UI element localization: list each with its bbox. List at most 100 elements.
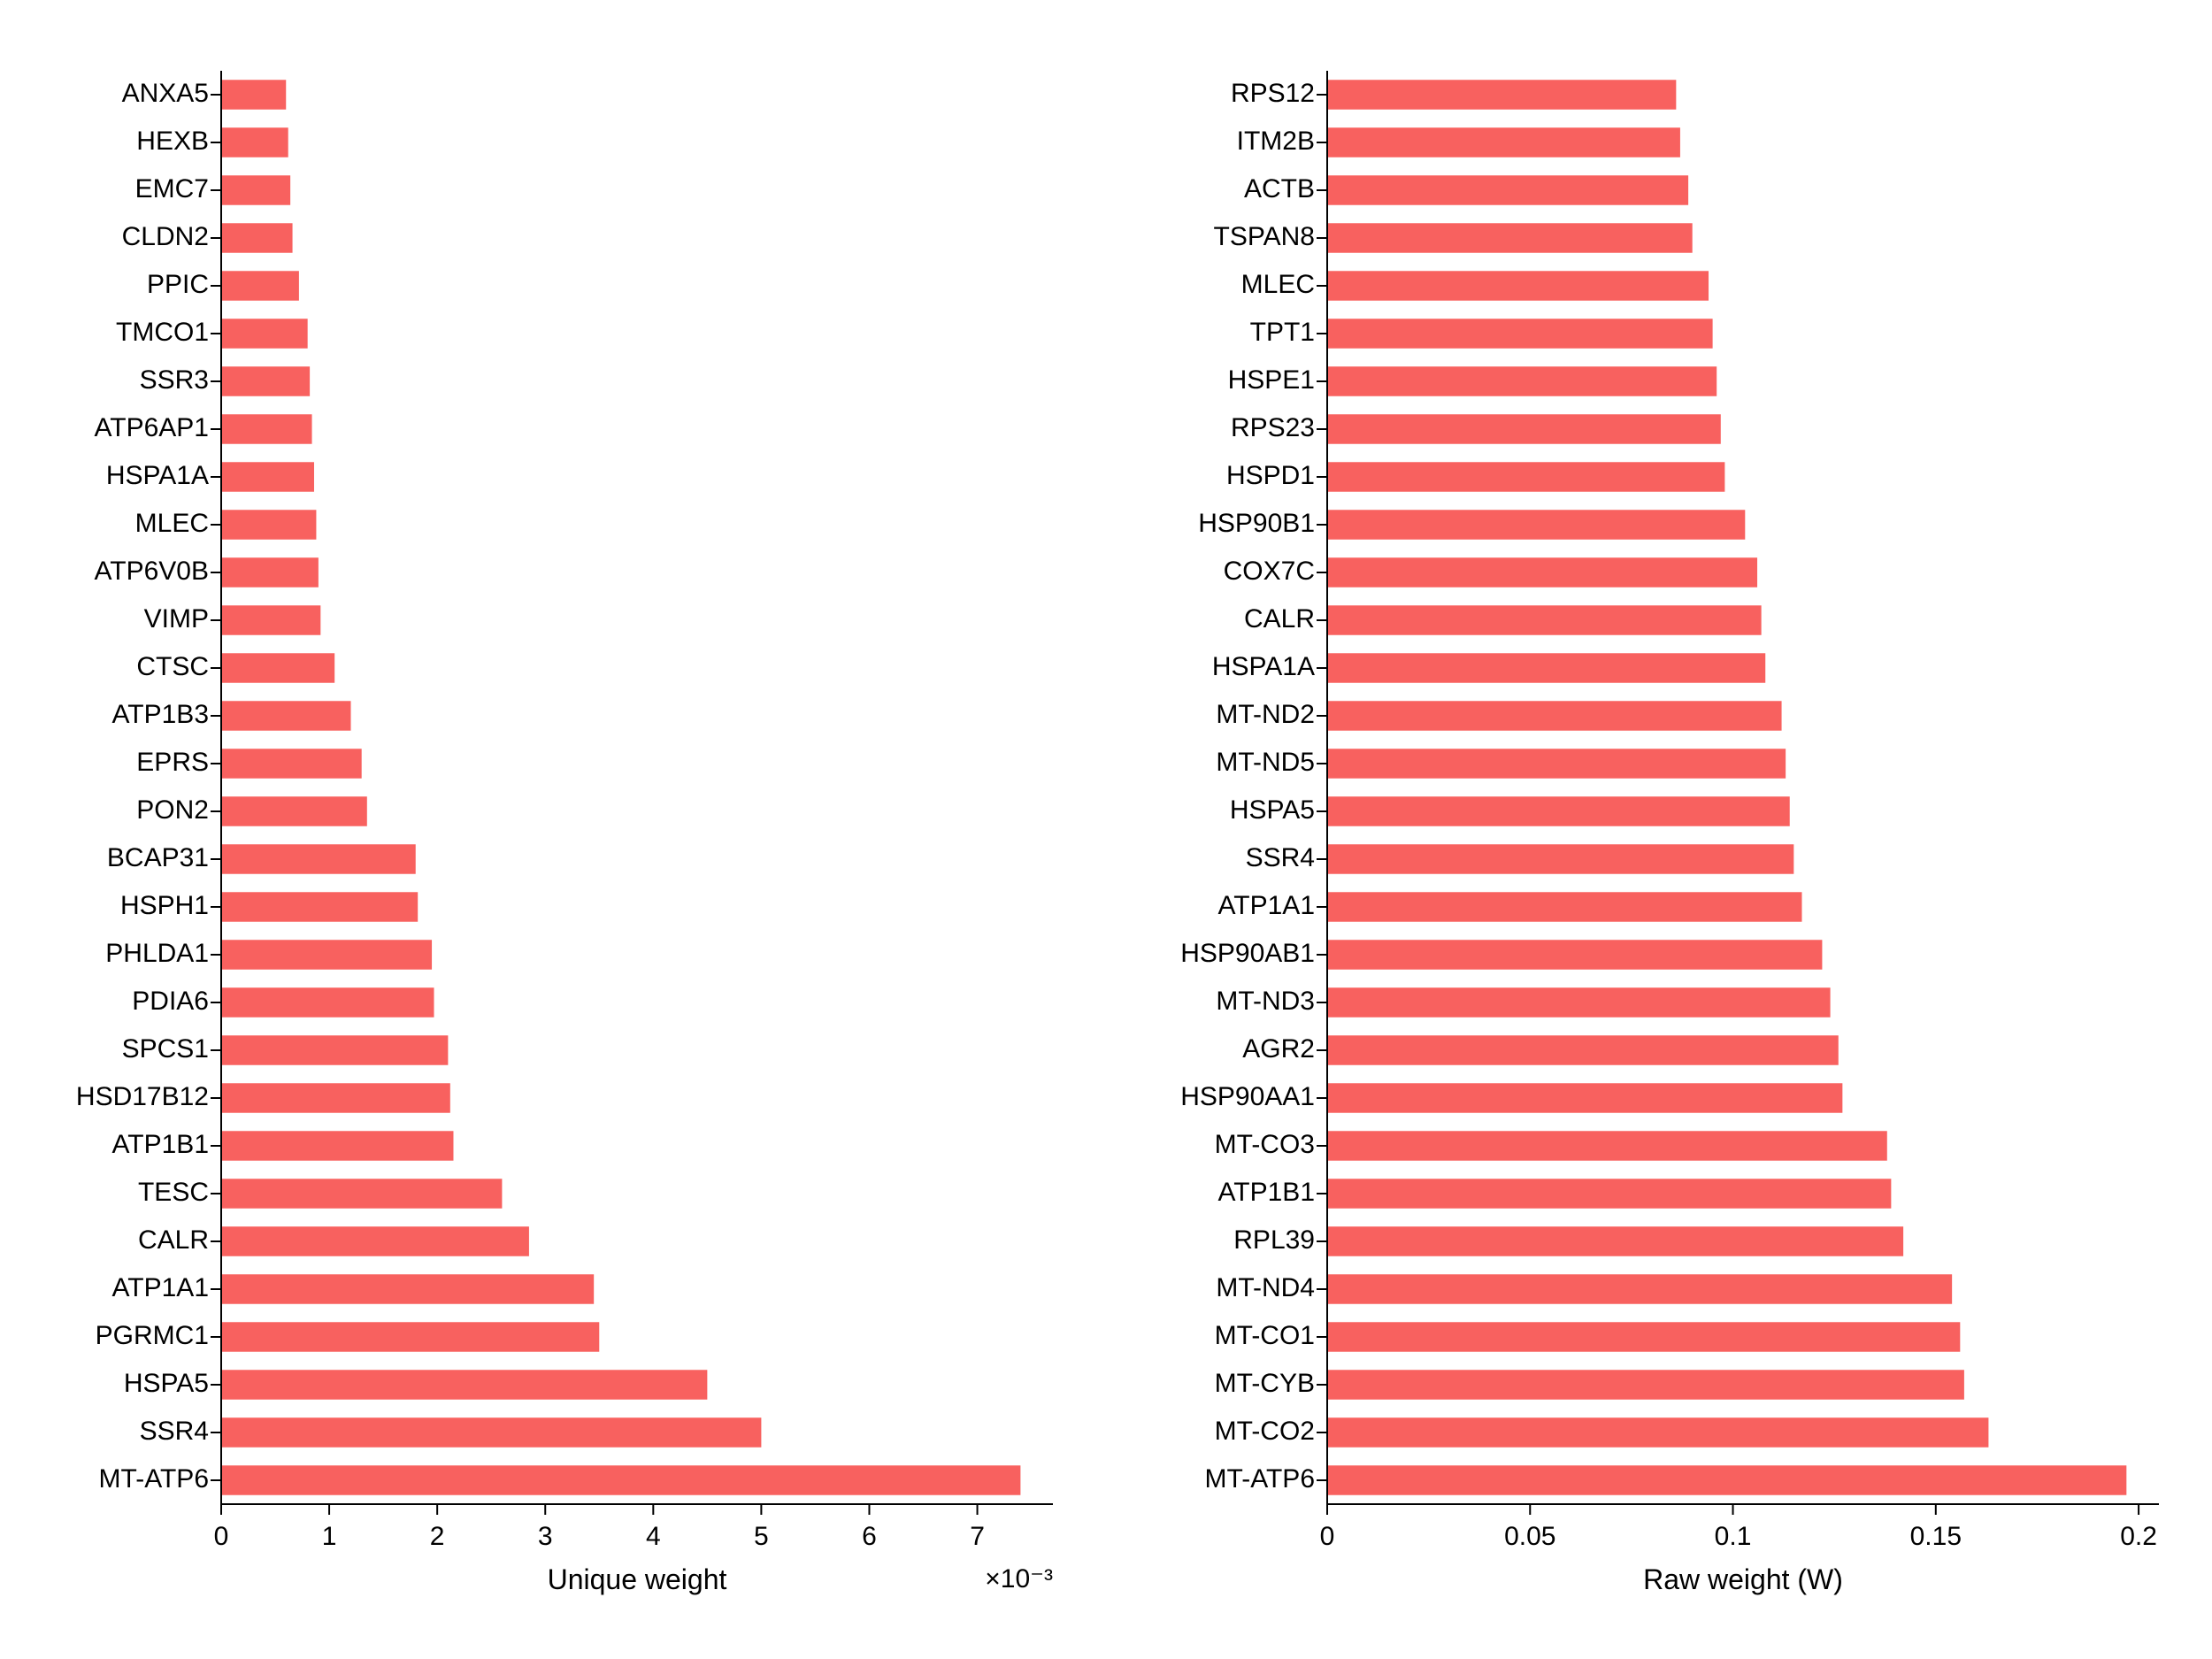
y-tick-label: MT-ND5	[1216, 748, 1315, 777]
y-tick-label: PHLDA1	[105, 939, 209, 968]
bar	[1327, 1465, 2126, 1494]
y-tick-label: RPS12	[1231, 79, 1315, 108]
y-tick-label: SSR4	[1246, 843, 1315, 872]
bar	[221, 557, 319, 587]
y-tick-label: CALR	[1244, 604, 1315, 634]
y-tick-label: ATP1B1	[112, 1130, 210, 1159]
x-tick-label: 7	[970, 1522, 985, 1551]
x-axis-exponent: ×10⁻³	[985, 1564, 1053, 1594]
y-tick-label: ATP1A1	[1218, 891, 1316, 920]
y-tick-label: AGR2	[1242, 1034, 1315, 1064]
bar	[221, 1179, 502, 1208]
y-tick-label: HSD17B12	[76, 1082, 209, 1111]
y-tick-label: SSR4	[140, 1417, 209, 1446]
x-axis-title: Raw weight (W)	[1643, 1563, 1843, 1595]
bar	[1327, 1131, 1887, 1160]
y-tick-label: HSPD1	[1226, 461, 1315, 490]
bar	[221, 462, 314, 491]
y-tick-label: HSPA5	[124, 1369, 209, 1398]
bar	[221, 175, 290, 204]
bar	[221, 1226, 529, 1256]
bar	[1327, 557, 1757, 587]
y-tick-label: HSPA1A	[1212, 652, 1315, 681]
y-tick-label: MT-CYB	[1215, 1369, 1315, 1398]
y-tick-label: TMCO1	[116, 318, 209, 347]
y-tick-label: ITM2B	[1237, 127, 1315, 156]
x-tick-label: 0	[214, 1522, 229, 1551]
y-tick-label: PON2	[136, 795, 209, 825]
x-tick-label: 0.2	[2120, 1522, 2157, 1551]
x-tick-label: 2	[430, 1522, 445, 1551]
bar	[1327, 605, 1762, 634]
y-tick-label: CTSC	[136, 652, 209, 681]
bar	[221, 414, 312, 443]
bar	[221, 940, 432, 969]
bar	[1327, 414, 1721, 443]
y-tick-label: MT-CO3	[1215, 1130, 1315, 1159]
x-tick-label: 0.15	[1910, 1522, 1962, 1551]
y-tick-label: HSPA5	[1230, 795, 1315, 825]
y-tick-label: HSPA1A	[106, 461, 209, 490]
y-tick-label: MT-ATP6	[99, 1464, 209, 1494]
y-tick-label: MT-ND2	[1216, 700, 1315, 729]
x-tick-label: 5	[754, 1522, 769, 1551]
x-tick-label: 0.1	[1715, 1522, 1752, 1551]
x-tick-label: 1	[322, 1522, 337, 1551]
y-tick-label: HSP90B1	[1198, 509, 1315, 538]
y-tick-label: PGRMC1	[96, 1321, 209, 1350]
y-tick-label: HSPE1	[1228, 365, 1315, 395]
x-axis-title: Unique weight	[548, 1563, 727, 1595]
bar	[221, 1274, 594, 1303]
x-tick-label: 0	[1320, 1522, 1335, 1551]
bar	[221, 987, 434, 1017]
y-tick-label: ATP6AP1	[94, 413, 209, 442]
bar	[221, 1322, 599, 1351]
y-tick-label: CLDN2	[122, 222, 209, 251]
bar	[1327, 1035, 1839, 1064]
y-tick-label: PPIC	[147, 270, 209, 299]
bar	[221, 366, 310, 396]
y-tick-label: VIMP	[144, 604, 209, 634]
bar	[1327, 749, 1786, 778]
bar	[1327, 319, 1713, 348]
bar	[221, 796, 367, 826]
x-tick-label: 0.05	[1504, 1522, 1555, 1551]
bar	[221, 844, 416, 873]
bar	[221, 892, 418, 921]
y-tick-label: TESC	[138, 1178, 209, 1207]
bar	[1327, 1179, 1891, 1208]
bar	[1327, 796, 1790, 826]
chart-pair: ANXA5HEXBEMC7CLDN2PPICTMCO1SSR3ATP6AP1HS…	[0, 0, 2212, 1659]
bar	[1327, 892, 1801, 921]
bar	[1327, 366, 1717, 396]
bar	[221, 653, 334, 682]
bar	[1327, 987, 1831, 1017]
y-tick-label: ATP1B3	[112, 700, 210, 729]
y-tick-label: HSP90AA1	[1180, 1082, 1315, 1111]
bar	[221, 749, 362, 778]
x-tick-label: 4	[646, 1522, 661, 1551]
bar	[221, 271, 299, 300]
bar	[1327, 462, 1724, 491]
y-tick-label: EMC7	[135, 174, 209, 204]
y-tick-label: EPRS	[136, 748, 209, 777]
bar	[221, 1417, 761, 1447]
bar	[1327, 1226, 1903, 1256]
y-tick-label: ATP1B1	[1218, 1178, 1316, 1207]
bar	[221, 1083, 450, 1112]
y-tick-label: ANXA5	[122, 79, 209, 108]
bar	[1327, 1322, 1960, 1351]
bar	[1327, 1417, 1988, 1447]
left-chart: ANXA5HEXBEMC7CLDN2PPICTMCO1SSR3ATP6AP1HS…	[76, 71, 1053, 1595]
y-tick-label: TSPAN8	[1214, 222, 1315, 251]
y-tick-label: ATP1A1	[112, 1273, 210, 1302]
x-tick-label: 6	[862, 1522, 877, 1551]
bar	[221, 80, 286, 109]
bar	[221, 319, 308, 348]
y-tick-label: HSP90AB1	[1180, 939, 1315, 968]
y-tick-label: MT-ND4	[1216, 1273, 1315, 1302]
y-tick-label: ATP6V0B	[94, 557, 209, 586]
bar	[1327, 653, 1765, 682]
bar	[1327, 80, 1676, 109]
y-tick-label: TPT1	[1250, 318, 1315, 347]
